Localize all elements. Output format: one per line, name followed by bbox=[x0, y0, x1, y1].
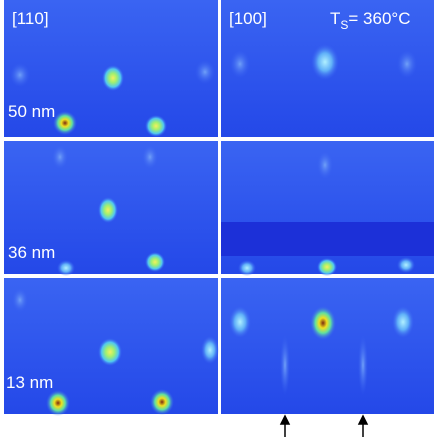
temperature-label: TS= 360°C bbox=[330, 9, 411, 32]
temperature-value: = 360°C bbox=[348, 9, 410, 28]
thickness-label: 50 nm bbox=[8, 102, 55, 121]
direction-label: [110] bbox=[12, 9, 49, 28]
panels bbox=[4, 0, 434, 414]
temperature-symbol: T bbox=[330, 9, 340, 28]
arrows bbox=[279, 414, 369, 437]
temperature-subscript: S bbox=[340, 18, 348, 32]
thickness-label: 36 nm bbox=[8, 243, 55, 262]
direction-label: [100] bbox=[229, 9, 267, 28]
thickness-label: 13 nm bbox=[6, 373, 53, 392]
spots bbox=[10, 44, 417, 416]
